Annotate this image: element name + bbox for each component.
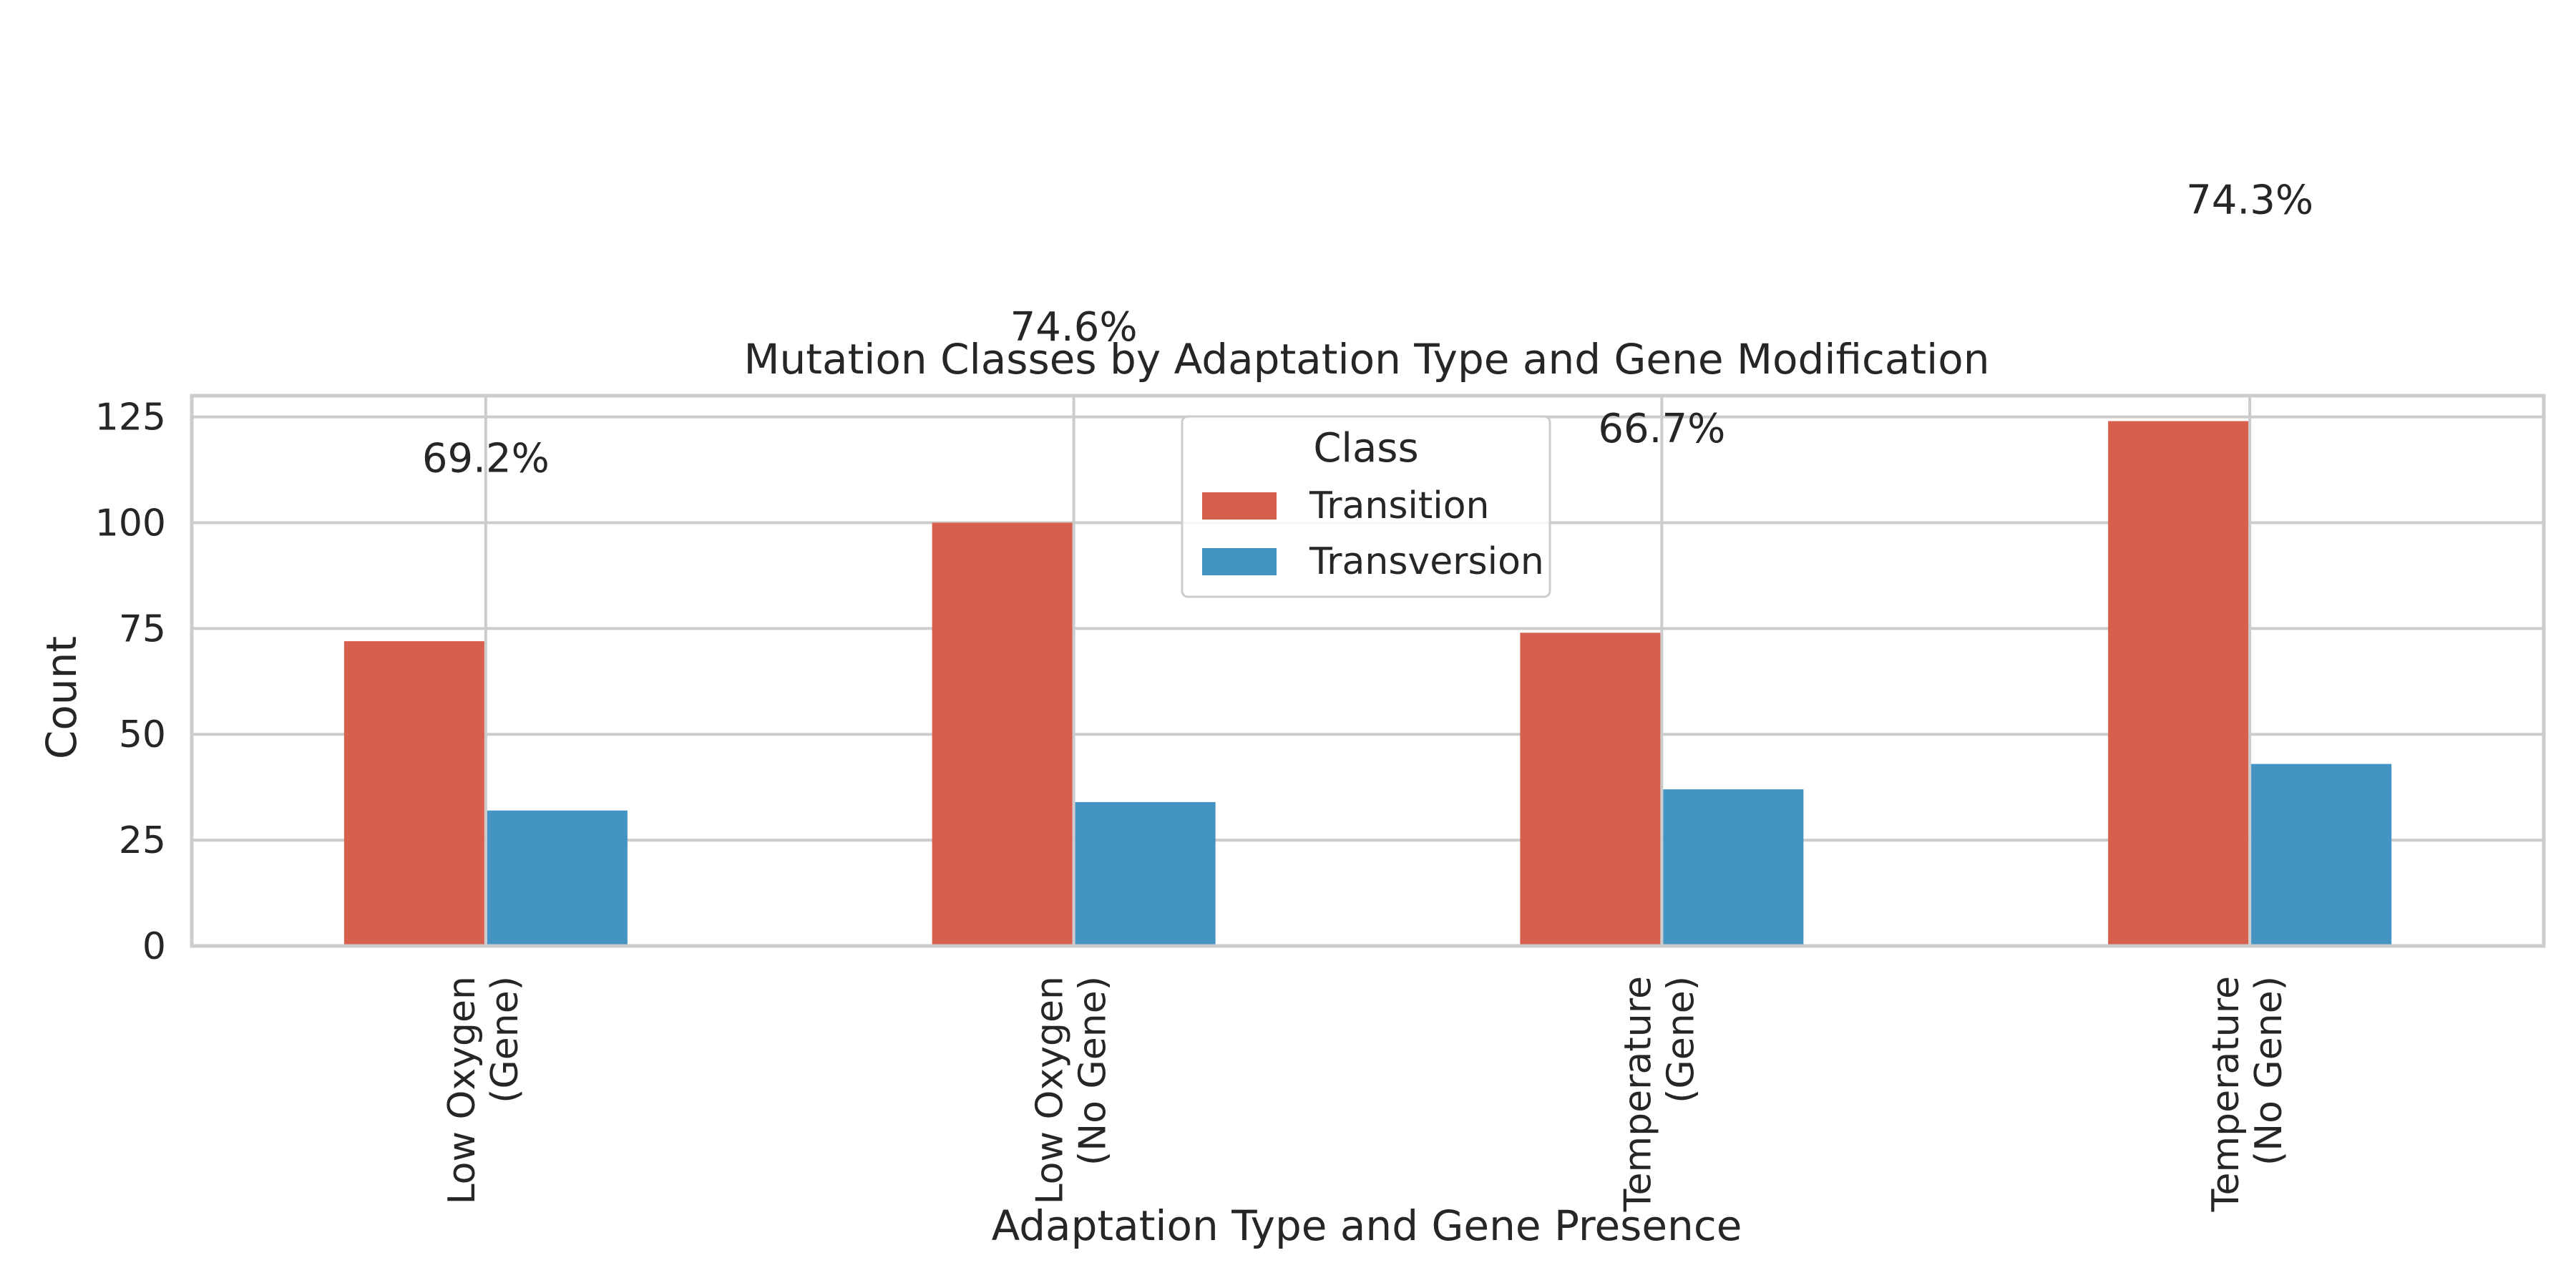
legend-label-transversion: Transversion	[1309, 540, 1544, 583]
y-tick-label: 50	[119, 713, 166, 756]
y-tick-label: 75	[119, 608, 166, 650]
bar-transversion-2	[1075, 801, 1216, 946]
bars	[343, 421, 2392, 946]
bar-transition-4	[2108, 421, 2249, 946]
x-tick-label: Low Oxygen	[441, 976, 484, 1204]
x-tick-label: (Gene)	[1659, 976, 1702, 1103]
y-axis-label: Count	[37, 636, 86, 759]
legend-swatch-transversion	[1202, 548, 1277, 575]
x-tick-label: Temperature	[2205, 976, 2248, 1212]
y-tick-label: 100	[95, 502, 166, 545]
y-tick-label: 25	[119, 819, 166, 862]
x-axis-label: Adaptation Type and Gene Presence	[992, 1201, 1742, 1250]
legend-swatch-transition	[1202, 492, 1277, 519]
bar-transition-3	[1520, 633, 1661, 946]
bar-transition-2	[932, 522, 1073, 946]
bar-transversion-3	[1663, 789, 1804, 946]
percent-annotation: 74.6%	[1010, 304, 1138, 351]
y-tick-label: 125	[95, 396, 166, 439]
percent-annotations: 69.2% 74.6% 66.7% 74.3%	[422, 177, 2313, 482]
percent-annotation: 74.3%	[2186, 177, 2313, 224]
percent-annotation: 69.2%	[422, 435, 550, 482]
x-tick-label: (No Gene)	[2248, 976, 2290, 1166]
bar-transversion-1	[487, 810, 628, 946]
y-tick-label: 0	[142, 925, 166, 968]
bar-transition-1	[343, 641, 484, 946]
legend: Class Transition Transversion	[1181, 415, 1551, 598]
x-tick-label: (No Gene)	[1072, 976, 1115, 1166]
plot-frame	[190, 394, 2546, 948]
x-tick-label: Low Oxygen	[1029, 976, 1072, 1204]
chart-title: Mutation Classes by Adaptation Type and …	[743, 335, 1989, 384]
percent-annotation: 66.7%	[1598, 406, 1725, 452]
legend-title: Class	[1313, 425, 1418, 472]
legend-label-transition: Transition	[1309, 484, 1489, 527]
x-tick-label: Temperature	[1616, 976, 1659, 1212]
x-tick-label: (Gene)	[484, 976, 527, 1103]
bar-transversion-4	[2251, 763, 2392, 946]
